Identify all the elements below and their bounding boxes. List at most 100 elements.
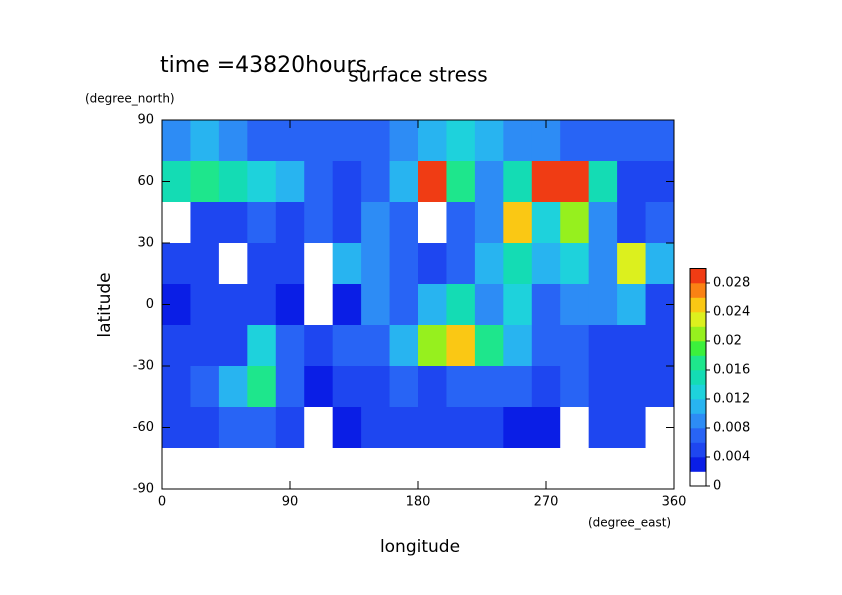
contour-cell: [474, 202, 504, 244]
colorbar-tick-label: 0: [713, 479, 721, 494]
contour-cell: [304, 407, 334, 449]
contour-cell: [162, 448, 191, 490]
contour-cell: [389, 202, 419, 244]
contour-cell: [446, 325, 476, 367]
contour-cell: [531, 202, 561, 244]
contour-cell: [361, 448, 391, 490]
contour-cell: [588, 161, 618, 203]
contour-cell: [474, 407, 504, 449]
contour-cell: [503, 284, 533, 326]
contour-cell: [503, 243, 533, 285]
contour-cell: [560, 120, 590, 162]
contour-cell: [446, 407, 476, 449]
contour-cell: [617, 448, 647, 490]
contour-cell: [418, 366, 447, 408]
contour-cell: [218, 284, 248, 326]
contour-cell: [446, 284, 476, 326]
contour-cell: [588, 202, 618, 244]
contour-cell: [190, 120, 220, 162]
contour-cell: [332, 448, 362, 490]
x-tick-label: 0: [158, 495, 166, 510]
contour-cell: [275, 284, 305, 326]
contour-cell: [218, 202, 248, 244]
contour-cell: [389, 284, 419, 326]
colorbar-swatch: [690, 370, 706, 385]
contour-cell: [332, 202, 362, 244]
colorbar-tick-label: 0.02: [713, 334, 742, 349]
y-tick-label: 60: [137, 174, 154, 189]
contour-cell: [332, 284, 362, 326]
colorbar-frame: [689, 268, 707, 487]
x-unit: (degree_east): [588, 516, 671, 530]
contour-cell: [588, 448, 618, 490]
contour-cell: [588, 120, 618, 162]
contour-cell: [645, 448, 675, 490]
contour-cell: [645, 202, 675, 244]
colorbar-swatch: [690, 297, 706, 313]
y-unit: (degree_north): [85, 92, 175, 106]
contour-cell: [617, 202, 647, 244]
contour-cell: [418, 284, 447, 326]
contour-cell: [190, 366, 220, 408]
contour-cell: [162, 325, 191, 367]
contour-cell: [162, 243, 191, 285]
contour-cell: [275, 366, 305, 408]
colorbar-swatch: [690, 471, 706, 487]
contour-cell: [247, 202, 277, 244]
contour-cell: [617, 243, 647, 285]
contour-cell: [247, 448, 277, 490]
contour-cell: [361, 243, 391, 285]
contour-cell: [389, 366, 419, 408]
contour-cell: [218, 243, 248, 285]
contour-cell: [503, 407, 533, 449]
contour-cell: [304, 243, 334, 285]
contour-cell: [389, 161, 419, 203]
contour-cell: [218, 448, 248, 490]
contour-cell: [560, 325, 590, 367]
contour-cell: [617, 366, 647, 408]
contour-cell: [560, 284, 590, 326]
contour-cell: [304, 161, 334, 203]
contour-cell: [503, 325, 533, 367]
contour-cell: [361, 202, 391, 244]
colorbar-swatch: [690, 326, 706, 342]
contour-cell: [247, 284, 277, 326]
contour-cell: [190, 284, 220, 326]
contour-cell: [247, 325, 277, 367]
contour-cell: [588, 366, 618, 408]
contour-cell: [645, 366, 675, 408]
contour-cell: [361, 325, 391, 367]
y-tick-label: 0: [146, 297, 154, 312]
contour-cell: [304, 120, 334, 162]
contour-cell: [247, 407, 277, 449]
contour-cell: [418, 243, 447, 285]
contour-cell: [645, 120, 675, 162]
colorbar-swatch: [690, 442, 706, 458]
contour-cell: [162, 202, 191, 244]
contour-cell: [162, 120, 191, 162]
contour-cell: [446, 161, 476, 203]
contour-cell: [531, 325, 561, 367]
contour-cell: [275, 202, 305, 244]
contour-cell: [218, 161, 248, 203]
contour-cell: [275, 325, 305, 367]
colorbar-swatch: [690, 312, 706, 327]
contour-cell: [389, 407, 419, 449]
colorbar-tick-label: 0.024: [713, 305, 750, 320]
contour-cell: [503, 366, 533, 408]
contour-cell: [218, 366, 248, 408]
contour-cell: [645, 325, 675, 367]
colorbar-swatch: [690, 283, 706, 298]
contour-cell: [190, 202, 220, 244]
contour-cell: [503, 448, 533, 490]
contour-cell: [304, 284, 334, 326]
contour-cell: [332, 366, 362, 408]
colorbar-swatch: [690, 268, 706, 284]
colorbar-swatch: [690, 341, 706, 356]
contour-cell: [190, 325, 220, 367]
x-tick-label: 360: [662, 495, 687, 510]
contour-cell: [560, 407, 590, 449]
contour-cell: [531, 161, 561, 203]
contour-cell: [617, 161, 647, 203]
